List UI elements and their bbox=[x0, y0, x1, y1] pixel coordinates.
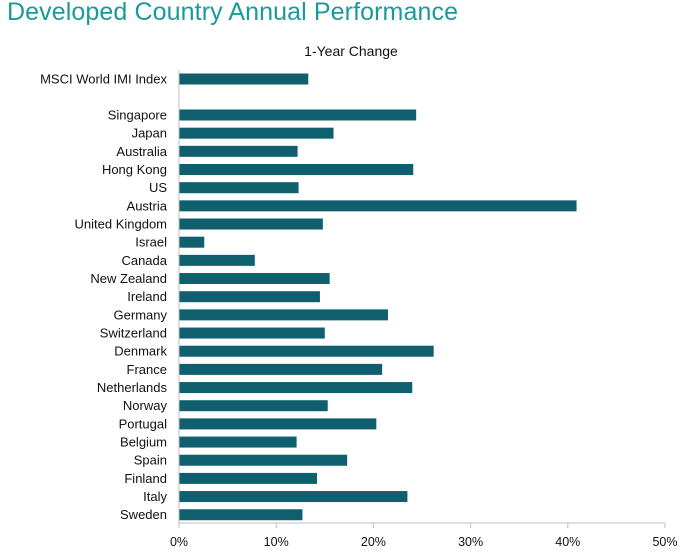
category-label: France bbox=[127, 362, 167, 377]
bar bbox=[179, 273, 330, 285]
category-label: Belgium bbox=[120, 435, 167, 450]
category-label: Portugal bbox=[119, 416, 168, 431]
bar bbox=[179, 254, 255, 266]
bar bbox=[179, 164, 414, 176]
category-labels: MSCI World IMI Index Singapore Japan Austra… bbox=[40, 72, 168, 523]
bar bbox=[179, 436, 297, 448]
category-label: Finland bbox=[124, 471, 167, 486]
category-label: Spain bbox=[134, 453, 167, 468]
category-label: Japan bbox=[132, 126, 167, 141]
category-label: Israel bbox=[135, 235, 167, 250]
bar bbox=[179, 236, 205, 248]
x-tick-label: 20% bbox=[361, 535, 386, 549]
category-label: Ireland bbox=[127, 289, 167, 304]
bar bbox=[179, 182, 299, 194]
bar bbox=[179, 509, 303, 521]
category-label: Singapore bbox=[108, 108, 167, 123]
bar bbox=[179, 327, 325, 339]
bar bbox=[179, 382, 413, 394]
category-label: Canada bbox=[121, 253, 167, 268]
x-tick-label: 0% bbox=[170, 535, 188, 549]
category-label: Denmark bbox=[114, 344, 167, 359]
category-label: New Zealand bbox=[90, 271, 167, 286]
chart-subtitle: 1-Year Change bbox=[304, 43, 398, 59]
bar bbox=[179, 363, 383, 375]
category-label: Sweden bbox=[120, 507, 167, 522]
bar bbox=[179, 491, 408, 503]
bar bbox=[179, 400, 328, 412]
bar bbox=[179, 472, 318, 484]
bar bbox=[179, 291, 320, 303]
category-label: Austria bbox=[127, 198, 168, 213]
x-axis-ticks: 0% 10% 20% 30% 40% 50% bbox=[170, 523, 678, 549]
bar bbox=[179, 454, 348, 466]
bar bbox=[179, 109, 417, 121]
category-label: Germany bbox=[114, 307, 168, 322]
category-label: Italy bbox=[143, 489, 167, 504]
category-label: Norway bbox=[123, 398, 168, 413]
bar bbox=[179, 145, 298, 157]
category-label: Netherlands bbox=[97, 380, 168, 395]
category-label: United Kingdom bbox=[75, 217, 168, 232]
bar bbox=[179, 418, 377, 430]
bars-layer bbox=[179, 73, 577, 521]
bar bbox=[179, 200, 577, 212]
x-tick-label: 50% bbox=[652, 535, 677, 549]
x-tick-label: 40% bbox=[555, 535, 580, 549]
bar bbox=[179, 309, 388, 321]
x-tick-label: 30% bbox=[458, 535, 483, 549]
page-title: Developed Country Annual Performance bbox=[7, 0, 459, 26]
bar bbox=[179, 127, 334, 139]
category-label: Switzerland bbox=[100, 326, 167, 341]
bar bbox=[179, 345, 434, 357]
category-label: US bbox=[149, 180, 167, 195]
bar bbox=[179, 218, 323, 230]
category-label: Australia bbox=[116, 144, 167, 159]
x-tick-label: 10% bbox=[264, 535, 289, 549]
category-label: Hong Kong bbox=[102, 162, 167, 177]
bar bbox=[179, 73, 309, 85]
category-label: MSCI World IMI Index bbox=[40, 72, 167, 87]
